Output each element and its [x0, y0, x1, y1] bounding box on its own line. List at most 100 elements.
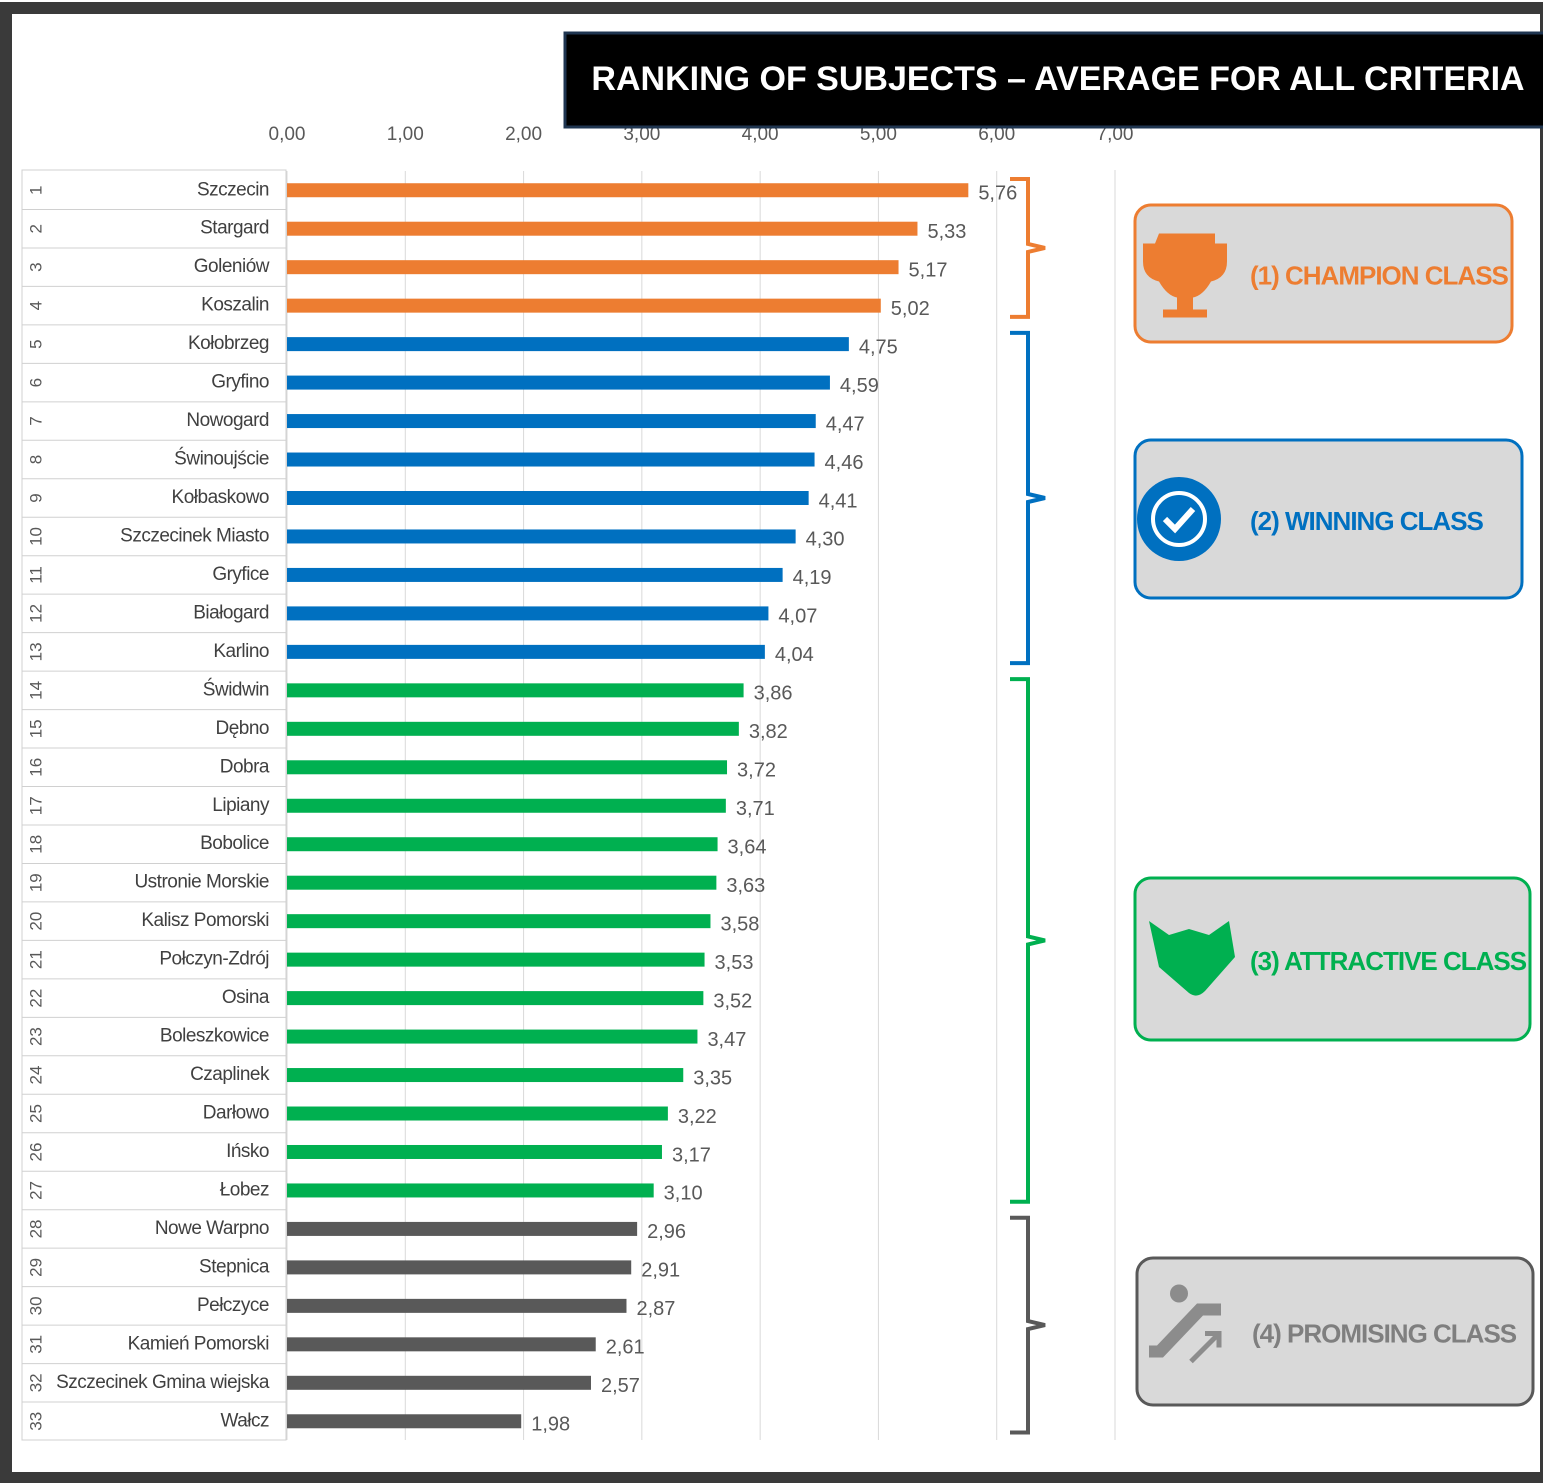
rank-label: 30: [26, 1296, 45, 1315]
class-bracket: [1010, 1215, 1046, 1435]
category-label: Koszalin: [201, 295, 269, 316]
category-label: Gryfice: [212, 564, 269, 585]
category-label: Świdwin: [203, 678, 269, 700]
category-label: Szczecinek Gmina wiejska: [56, 1372, 270, 1393]
category-label: Darłowo: [203, 1103, 269, 1124]
bar: [287, 452, 815, 467]
x-tick-label: 5,00: [860, 124, 897, 145]
bar: [287, 260, 899, 275]
rank-label: 27: [26, 1181, 45, 1200]
rank-label: 23: [26, 1027, 45, 1046]
category-label: Szczecinek Miasto: [120, 525, 269, 546]
class-name: (1) CHAMPION CLASS: [1250, 260, 1509, 290]
x-tick-label: 2,00: [505, 124, 542, 145]
badge-icon: [1137, 477, 1221, 561]
value-label: 4,46: [825, 452, 864, 474]
value-label: 3,58: [720, 913, 759, 935]
category-label: Dębno: [216, 718, 270, 739]
value-label: 4,75: [859, 336, 898, 358]
class-name: (3) ATTRACTIVE CLASS: [1250, 946, 1527, 976]
bar: [287, 721, 739, 736]
bar: [287, 644, 765, 659]
value-label: 5,02: [891, 298, 930, 320]
class-box: [1133, 438, 1524, 600]
bar: [287, 798, 726, 813]
value-label: 4,07: [778, 606, 817, 628]
class-box: [1133, 876, 1532, 1042]
value-label: 3,53: [715, 952, 754, 974]
bar: [287, 760, 728, 775]
rank-label: 25: [26, 1104, 45, 1123]
rank-label: 33: [26, 1412, 45, 1431]
x-tick-label: 4,00: [742, 124, 779, 145]
rank-label: 24: [26, 1066, 45, 1085]
rank-label: 26: [26, 1143, 45, 1162]
rank-label: 28: [26, 1219, 45, 1238]
value-label: 3,10: [664, 1183, 703, 1205]
rank-label: 14: [26, 681, 45, 700]
rank-label: 5: [26, 339, 45, 348]
value-label: 3,63: [726, 875, 765, 897]
value-label: 3,52: [713, 990, 752, 1012]
bar: [287, 875, 717, 890]
category-label: Wałcz: [220, 1410, 269, 1431]
rank-label: 21: [26, 950, 45, 969]
rank-label: 7: [26, 416, 45, 425]
person-icon: [1170, 1284, 1188, 1303]
category-label: Nowogard: [186, 410, 269, 431]
category-label: Kalisz Pomorski: [141, 910, 269, 931]
category-label: Połczyn-Zdrój: [159, 949, 269, 970]
value-label: 3,72: [737, 760, 776, 782]
bar: [287, 567, 783, 582]
class-bracket: [1010, 330, 1046, 666]
category-label: Świnoujście: [174, 448, 269, 470]
value-label: 5,33: [927, 221, 966, 243]
category-label: Lipiany: [212, 795, 270, 816]
category-label: Białogard: [193, 602, 269, 623]
value-label: 3,82: [749, 721, 788, 743]
rank-label: 1: [26, 186, 45, 195]
rank-label: 22: [26, 989, 45, 1008]
category-label: Czaplinek: [190, 1064, 270, 1085]
category-label: Kołbaskowo: [172, 487, 269, 508]
bar: [287, 1068, 684, 1083]
category-label: Boleszkowice: [160, 1026, 269, 1047]
handshake-icon: [1149, 921, 1235, 996]
x-tick-label: 1,00: [387, 124, 424, 145]
value-label: 3,35: [693, 1067, 732, 1089]
rank-label: 13: [26, 642, 45, 661]
category-label: Karlino: [213, 641, 269, 662]
x-tick-label: 3,00: [623, 124, 660, 145]
bar: [287, 606, 769, 621]
bar: [287, 414, 816, 429]
bar: [287, 683, 744, 698]
value-label: 4,59: [840, 375, 879, 397]
value-label: 4,41: [819, 490, 858, 512]
rank-label: 4: [26, 301, 45, 310]
rank-label: 2: [26, 224, 45, 233]
rank-label: 31: [26, 1335, 45, 1354]
class-box: [1135, 1256, 1535, 1407]
bar: [287, 1183, 654, 1198]
value-label: 2,61: [606, 1337, 645, 1359]
value-label: 3,64: [728, 837, 767, 859]
rank-label: 10: [26, 527, 45, 546]
bar: [287, 298, 881, 313]
value-label: 2,87: [636, 1298, 675, 1320]
rank-label: 29: [26, 1258, 45, 1277]
bar: [287, 837, 718, 852]
value-label: 4,19: [793, 567, 832, 589]
category-label: Ustronie Morskie: [134, 872, 269, 893]
value-label: 3,22: [678, 1106, 717, 1128]
bar: [287, 1298, 627, 1313]
title-box: [563, 31, 1543, 129]
category-label: Nowe Warpno: [155, 1218, 269, 1239]
bar: [287, 221, 918, 236]
bar: [287, 375, 830, 390]
category-label: Osina: [222, 987, 270, 1008]
category-label: Pełczyce: [197, 1295, 269, 1316]
class-bracket: [1010, 677, 1046, 1204]
class-box: [1133, 203, 1514, 344]
class-bracket: [1010, 177, 1046, 319]
